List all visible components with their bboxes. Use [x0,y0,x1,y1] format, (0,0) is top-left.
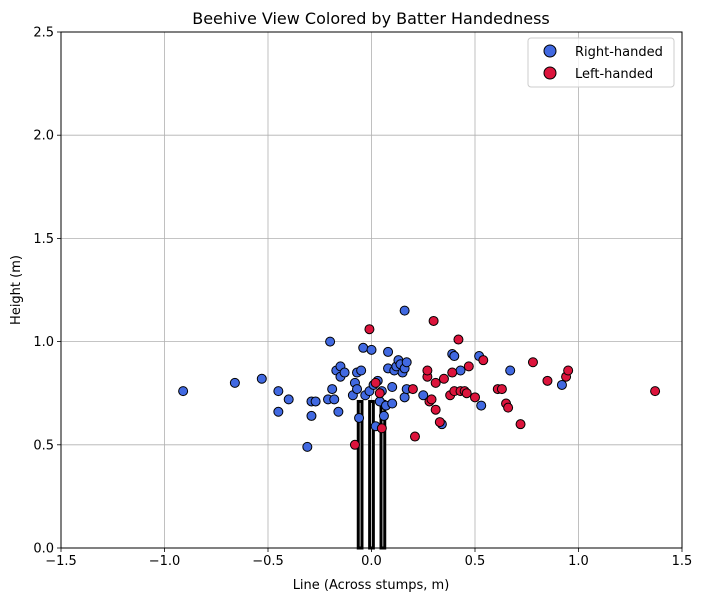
point-left-handed [438,373,449,384]
point-left-handed [461,388,472,399]
point-right-handed [401,357,412,368]
point-left-handed [349,439,360,450]
point-right-handed [310,396,321,407]
point-right-handed [449,351,460,362]
point-left-handed [563,365,574,376]
legend-marker-right-handed [543,44,557,58]
x-tick-label: −1.5 [45,554,77,569]
point-right-handed [178,386,189,397]
point-left-handed [430,404,441,415]
point-left-handed [428,315,439,326]
legend-box [527,37,675,88]
point-left-handed [453,334,464,345]
stump [356,399,364,550]
point-right-handed [339,367,350,378]
y-tick-label: 2.0 [33,129,54,144]
point-left-handed [430,377,441,388]
x-axis-label: Line (Across stumps, m) [293,578,450,593]
point-right-handed [283,394,294,405]
legend: Right-handed Left-handed [527,37,675,88]
point-right-handed [383,346,394,357]
point-right-handed [352,384,363,395]
x-tick-label: 1.0 [568,554,589,569]
point-left-handed [434,417,445,428]
point-right-handed [387,382,398,393]
y-tick-label: 1.5 [33,232,54,247]
point-left-handed [376,423,387,434]
axis-ticks: −1.5 −1.0 −0.5 0.0 0.5 1.0 1.5 0.0 0.5 1.0 1.5 2.0 2… [33,26,692,570]
point-right-handed [306,410,317,421]
x-tick-label: 0.0 [361,554,382,569]
scatter-points [178,305,661,452]
point-right-handed [356,365,367,376]
point-left-handed [374,388,385,399]
point-right-handed [366,344,377,355]
legend-label-right-handed: Right-handed [575,45,663,60]
legend-marker-left-handed [543,66,557,80]
x-tick-label: 0.5 [465,554,486,569]
point-right-handed [505,365,516,376]
y-tick-label: 0.5 [33,438,54,453]
chart-title: Beehive View Colored by Batter Handednes… [192,9,550,28]
point-left-handed [463,361,474,372]
point-right-handed [476,400,487,411]
point-right-handed [354,412,365,423]
point-left-handed [515,419,526,430]
x-tick-label: 1.5 [672,554,693,569]
point-right-handed [399,305,410,316]
point-left-handed [527,357,538,368]
point-left-handed [364,324,375,335]
point-right-handed [302,441,313,452]
point-left-handed [503,402,514,413]
point-left-handed [478,355,489,366]
point-right-handed [256,373,267,384]
point-left-handed [542,375,553,386]
point-right-handed [455,365,466,376]
point-right-handed [329,394,340,405]
point-right-handed [378,410,389,421]
point-right-handed [229,377,240,388]
point-left-handed [426,394,437,405]
point-right-handed [273,386,284,397]
point-right-handed [327,384,338,395]
point-right-handed [325,336,336,347]
point-right-handed [358,342,369,353]
point-left-handed [470,392,480,403]
y-axis-label: Height (m) [9,255,24,325]
point-right-handed [418,390,429,401]
point-right-handed [387,398,398,409]
y-tick-label: 1.0 [33,335,54,350]
point-left-handed [447,367,458,378]
y-tick-label: 0.0 [33,542,54,557]
y-tick-label: 2.5 [33,26,54,41]
x-tick-label: −0.5 [252,554,284,569]
point-left-handed [496,384,507,395]
point-left-handed [422,365,433,376]
point-right-handed [399,392,410,403]
point-right-handed [333,406,344,417]
point-right-handed [556,379,567,390]
point-left-handed [650,386,661,397]
point-left-handed [370,377,381,388]
point-left-handed [409,431,420,442]
x-tick-label: −1.0 [149,554,181,569]
point-left-handed [407,384,418,395]
legend-label-left-handed: Left-handed [575,67,653,82]
point-right-handed [273,406,284,417]
